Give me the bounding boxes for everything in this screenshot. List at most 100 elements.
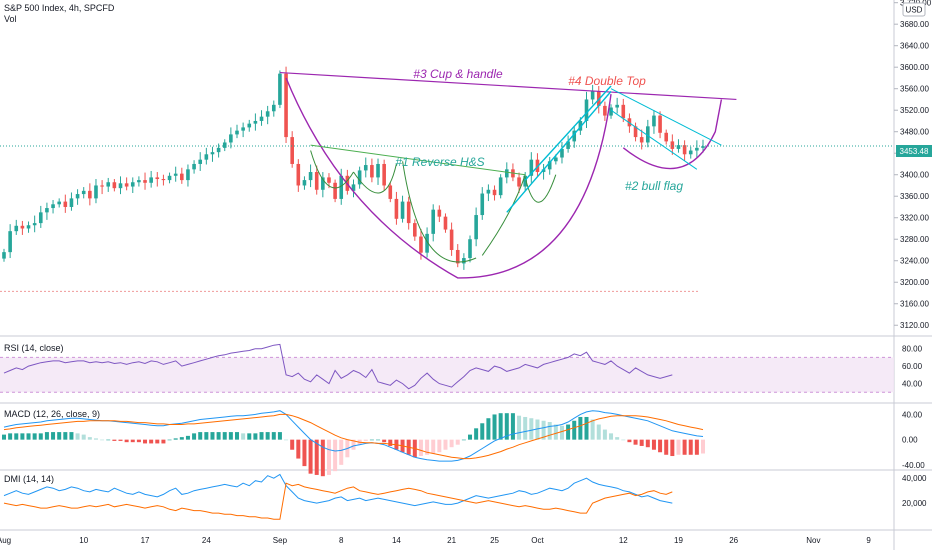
candle-body (235, 130, 239, 135)
candle-body (529, 159, 534, 176)
candle-body (351, 184, 356, 191)
pane-tick-label: 80.00 (902, 345, 923, 354)
pane-tick-label: -40.00 (902, 461, 925, 470)
macd-histogram-bar (112, 439, 117, 441)
candle-body (425, 233, 429, 253)
macd-histogram-bar (670, 439, 675, 457)
macd-histogram-bar (130, 439, 135, 443)
macd-histogram-bar (87, 437, 92, 440)
candle-body (327, 177, 331, 183)
candle-body (253, 120, 258, 124)
macd-histogram-bar (210, 432, 215, 440)
plus-di-line (3, 473, 673, 507)
price-tick-label: 3480.00 (900, 128, 929, 137)
candle-body (308, 172, 313, 181)
candle-body (462, 258, 466, 264)
candle-body (474, 215, 478, 240)
symbol-title[interactable]: S&P 500 Index, 4h, SPCFD (4, 3, 115, 13)
macd-histogram-bar (222, 432, 227, 440)
candle-body (314, 172, 319, 190)
macd-histogram-bar (314, 439, 319, 475)
time-tick-label: Oct (531, 536, 544, 545)
vol-label[interactable]: Vol (4, 14, 17, 24)
macd-histogram-bar (382, 439, 387, 443)
macd-histogram-bar (333, 439, 338, 472)
candle-body (670, 141, 675, 149)
price-pane[interactable] (0, 0, 894, 336)
candle-body (173, 173, 178, 176)
candle-body (455, 249, 460, 264)
macd-histogram-bar (161, 439, 166, 444)
price-tick-label: 3240.00 (900, 257, 929, 266)
macd-histogram-bar (167, 439, 172, 441)
macd-pane[interactable]: 40.00 0.00 -40.00 (2, 410, 925, 477)
macd-histogram-bar (529, 418, 534, 440)
candle-body (296, 163, 301, 186)
macd-histogram-bar (566, 424, 571, 440)
price-tick-label: 3680.00 (900, 20, 929, 29)
candle-body (621, 104, 626, 119)
macd-histogram-bar (461, 439, 466, 441)
cup-curve (285, 77, 612, 279)
rsi-title[interactable]: RSI (14, close) (4, 343, 64, 353)
candle-body (566, 141, 570, 149)
macd-histogram-bar (173, 438, 178, 440)
macd-histogram-bar (369, 439, 374, 441)
candle-body (609, 107, 613, 116)
candle-body (271, 104, 276, 112)
macd-histogram-bar (277, 432, 282, 440)
time-tick-label: 10 (79, 536, 88, 545)
macd-histogram-bar (2, 434, 6, 440)
candle-body (192, 163, 196, 170)
candle-body (2, 252, 6, 259)
candle-body (695, 147, 699, 151)
candle-body (517, 177, 521, 187)
time-tick-label: 9 (866, 536, 871, 545)
currency-badge[interactable] (902, 2, 926, 17)
dmi-title[interactable]: DMI (14, 14) (4, 474, 54, 484)
candle-body (229, 134, 233, 143)
price-tick-label: 3520.00 (900, 106, 929, 115)
macd-histogram-bar (553, 424, 558, 440)
signal-line (3, 413, 704, 460)
dmi-pane[interactable]: 40,000 20,000 (3, 473, 927, 520)
rsi-pane[interactable]: 80.00 60.00 40.00 (0, 343, 923, 393)
macd-histogram-bar (265, 432, 270, 440)
candle-body (106, 182, 111, 187)
macd-line (3, 410, 704, 462)
candle-body (554, 157, 558, 162)
candle-body (547, 161, 552, 170)
macd-histogram-bar (584, 416, 589, 440)
candle-body (633, 126, 638, 138)
macd-histogram-bar (596, 424, 601, 440)
candle-body (646, 126, 650, 143)
macd-title[interactable]: MACD (12, 26, close, 9) (4, 409, 100, 419)
time-tick-label: 12 (619, 536, 628, 545)
macd-histogram-bar (155, 439, 160, 444)
macd-histogram-bar (492, 414, 497, 440)
macd-histogram-bar (259, 432, 264, 440)
macd-histogram-bar (682, 439, 687, 455)
candle-body (406, 201, 411, 224)
candle-body (161, 179, 166, 181)
candle-body (701, 146, 705, 148)
time-axis[interactable]: Aug 10 17 24 Sep 8 14 21 25 Oct 12 19 26 Nov 9 (0, 536, 871, 545)
macd-histogram-bar (57, 432, 62, 440)
candle-body (302, 180, 307, 186)
macd-histogram-bar (235, 432, 239, 440)
currency-label: USD (906, 6, 923, 15)
candle-body (38, 212, 43, 224)
candle-body (584, 99, 589, 121)
macd-histogram-bar (302, 439, 307, 467)
candle-body (652, 115, 656, 127)
price-tick-label: 3160.00 (900, 300, 929, 309)
time-tick-label: Nov (806, 536, 820, 545)
candle-body (504, 169, 509, 178)
pane-tick-label: 20,000 (902, 499, 927, 508)
candle-body (572, 130, 577, 142)
macd-histogram-bar (320, 439, 325, 477)
last-price-badge (896, 145, 932, 157)
candle-body (210, 152, 215, 155)
macd-histogram-bar (455, 439, 460, 445)
rise-line-upper (524, 85, 612, 181)
